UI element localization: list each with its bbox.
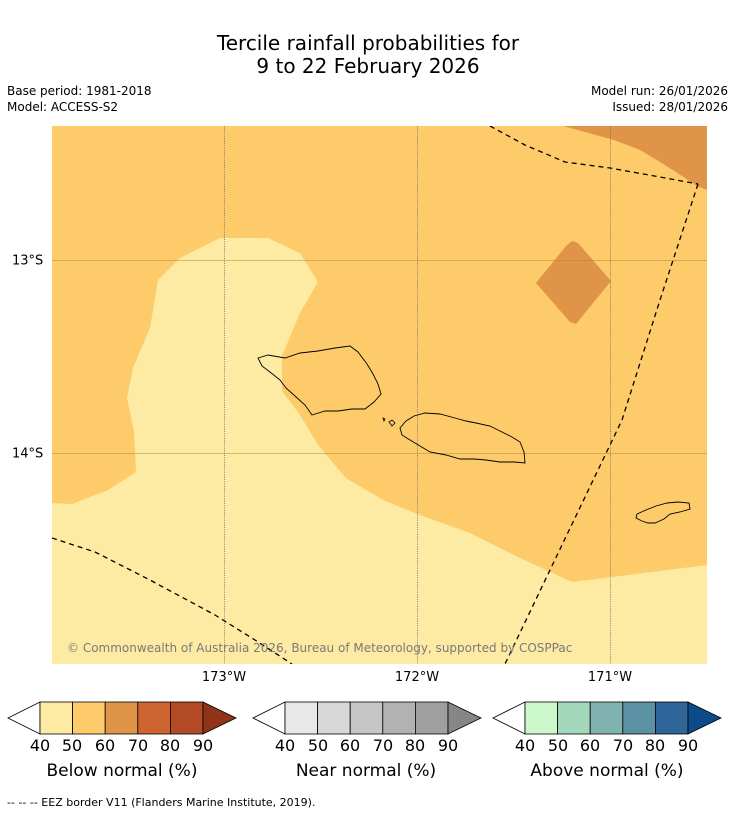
tick-near-60: 60: [339, 736, 361, 755]
tick-above-80: 80: [644, 736, 666, 755]
title-line-2: 9 to 22 February 2026: [256, 54, 480, 78]
eez-border-southwest: [52, 537, 293, 664]
tick-above-60: 60: [579, 736, 601, 755]
colorbar-below-cell-1: [39, 701, 73, 735]
island-apolima: [382, 417, 386, 423]
eez-footnote: -- -- -- EEZ border V11 (Flanders Marine…: [7, 796, 316, 809]
colorbar-near-cell-2: [317, 701, 351, 735]
colorbar-near-cell-4: [382, 701, 416, 735]
lon-label-173w: 173°W: [201, 670, 247, 685]
copyright-notice: © Commonwealth of Australia 2026, Bureau…: [67, 641, 573, 655]
map-area: [52, 126, 707, 664]
issued-date: Issued: 28/01/2026: [612, 100, 728, 114]
tick-below-90: 90: [192, 736, 214, 755]
colorbar-near-cell-1: [284, 701, 318, 735]
colorbar-near-cell-5: [414, 701, 449, 735]
island-upolu: [399, 412, 526, 464]
colorbar-near: [252, 701, 482, 735]
tick-above-40: 40: [514, 736, 536, 755]
island-savaii: [257, 345, 382, 416]
tick-near-80: 80: [404, 736, 426, 755]
colorbar-above-cell-5: [655, 701, 689, 735]
probability-zone-40-50: [52, 238, 707, 664]
colorbar-above-cell-4: [622, 701, 656, 735]
lon-label-171w: 171°W: [587, 670, 633, 685]
lat-label-14s: 14°S: [12, 446, 44, 462]
colorbar-below: [7, 701, 237, 735]
lon-label-172w: 172°W: [394, 670, 440, 685]
colorbar-near-title: Near normal (%): [295, 761, 437, 781]
colorbar-above-cell-1: [524, 701, 558, 735]
colorbar-above: [492, 701, 722, 735]
tick-near-70: 70: [372, 736, 394, 755]
colorbar-below-cell-3: [104, 701, 139, 735]
meta-right: Model run: 26/01/2026 Issued: 28/01/2026: [591, 83, 728, 115]
island-manono: [388, 419, 396, 427]
colorbar-above-extend-high: [687, 701, 722, 735]
colorbar-near-cell-3: [349, 701, 384, 735]
probability-zone-60-70-northeast: [563, 126, 707, 190]
island-tutuila: [635, 501, 691, 524]
lat-label-13s: 13°S: [12, 253, 44, 269]
tick-below-60: 60: [94, 736, 116, 755]
colorbar-below-title: Below normal (%): [46, 761, 198, 781]
colorbar-below-cell-4: [137, 701, 171, 735]
model-name: Model: ACCESS-S2: [7, 100, 119, 114]
tick-below-80: 80: [159, 736, 181, 755]
title-line-1: Tercile rainfall probabilities for: [216, 31, 520, 55]
model-run: Model run: 26/01/2026: [590, 84, 728, 98]
tick-above-90: 90: [677, 736, 699, 755]
colorbar-below-extend-low: [7, 701, 41, 735]
colorbar-above-cell-3: [589, 701, 624, 735]
colorbar-above-title: Above normal (%): [530, 761, 684, 781]
base-period: Base period: 1981-2018: [7, 84, 152, 98]
colorbar-near-extend-low: [252, 701, 286, 735]
tick-below-50: 50: [61, 736, 83, 755]
probability-zone-60-70-central: [536, 241, 611, 324]
tick-near-50: 50: [307, 736, 329, 755]
colorbar-above-cell-2: [557, 701, 591, 735]
tick-near-90: 90: [437, 736, 459, 755]
eez-border-east: [504, 183, 699, 664]
colorbar-below-cell-2: [72, 701, 106, 735]
tick-near-40: 40: [274, 736, 296, 755]
tick-above-70: 70: [612, 736, 634, 755]
tick-below-70: 70: [127, 736, 149, 755]
tick-below-40: 40: [29, 736, 51, 755]
colorbar-below-cell-5: [169, 701, 204, 735]
colorbar-below-extend-high: [202, 701, 237, 735]
colorbar-near-extend-high: [447, 701, 482, 735]
meta-left: Base period: 1981-2018 Model: ACCESS-S2: [7, 83, 152, 115]
tick-above-50: 50: [547, 736, 569, 755]
colorbar-above-extend-low: [492, 701, 526, 735]
